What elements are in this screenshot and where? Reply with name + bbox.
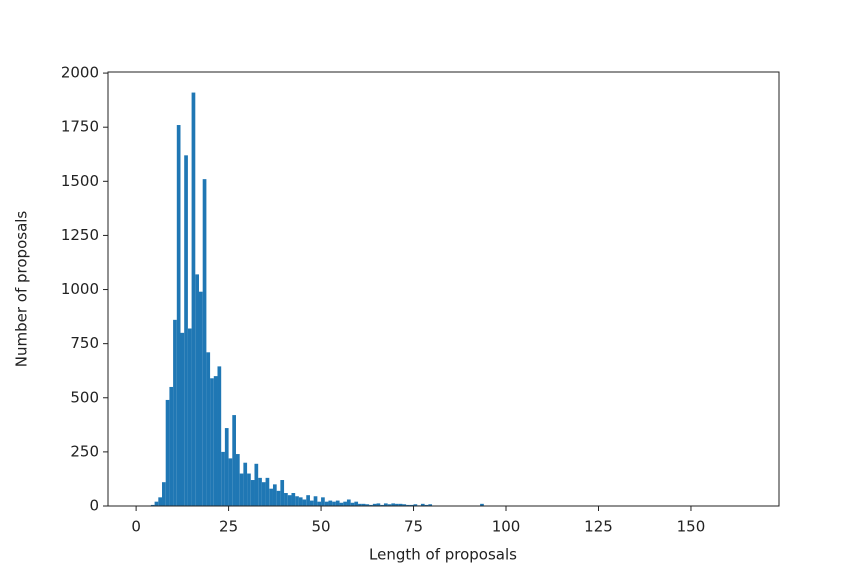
bar bbox=[180, 332, 185, 506]
bar bbox=[173, 319, 177, 506]
y-axis-label: Number of proposals bbox=[13, 211, 31, 368]
bar bbox=[217, 366, 222, 506]
bar bbox=[239, 473, 244, 506]
bar bbox=[346, 499, 351, 506]
bar bbox=[383, 503, 388, 506]
bar bbox=[198, 291, 203, 506]
bar bbox=[361, 503, 366, 506]
y-tick-label: 750 bbox=[70, 334, 99, 352]
y-tick-label: 0 bbox=[89, 497, 99, 515]
bar bbox=[280, 480, 285, 506]
bar bbox=[165, 399, 170, 506]
bar bbox=[365, 504, 370, 506]
bar bbox=[258, 477, 262, 506]
bar bbox=[169, 386, 174, 506]
bar bbox=[206, 352, 211, 506]
bar bbox=[291, 493, 296, 506]
bar bbox=[409, 504, 414, 506]
bar bbox=[224, 428, 229, 506]
bar bbox=[369, 504, 373, 506]
bar bbox=[354, 501, 359, 506]
bar bbox=[287, 495, 292, 506]
y-tick-label: 500 bbox=[70, 388, 99, 406]
x-tick-label: 150 bbox=[677, 518, 706, 536]
bar bbox=[395, 503, 399, 506]
x-tick-label: 0 bbox=[131, 518, 141, 536]
bar bbox=[321, 497, 325, 506]
bar bbox=[406, 504, 410, 506]
x-tick-label: 50 bbox=[312, 518, 331, 536]
bar bbox=[295, 496, 299, 506]
bar bbox=[317, 501, 322, 506]
y-tick-label: 1500 bbox=[61, 172, 99, 190]
bar bbox=[176, 125, 181, 507]
bar bbox=[420, 503, 425, 506]
x-axis-label: Length of proposals bbox=[369, 546, 517, 564]
bar bbox=[358, 503, 362, 506]
bar bbox=[254, 463, 259, 506]
bar bbox=[202, 179, 207, 506]
bar bbox=[309, 500, 314, 506]
bar bbox=[380, 504, 384, 506]
bar bbox=[398, 503, 403, 506]
bar bbox=[228, 458, 233, 506]
x-tick-label: 125 bbox=[584, 518, 613, 536]
bar bbox=[350, 502, 355, 506]
plot-frame bbox=[107, 71, 780, 507]
bar bbox=[306, 495, 310, 506]
bar bbox=[184, 155, 188, 506]
x-tick-label: 100 bbox=[492, 518, 521, 536]
bar bbox=[428, 504, 433, 506]
bar bbox=[302, 499, 307, 506]
bar bbox=[335, 500, 340, 506]
bar bbox=[213, 376, 218, 506]
bar bbox=[243, 462, 248, 506]
bar bbox=[328, 500, 333, 506]
bar bbox=[284, 493, 288, 506]
bar bbox=[232, 415, 236, 506]
bar bbox=[235, 454, 240, 506]
bar bbox=[261, 482, 266, 506]
bar bbox=[402, 504, 407, 506]
bar bbox=[332, 501, 336, 506]
bar bbox=[343, 501, 347, 506]
bar bbox=[391, 503, 396, 506]
y-tick-label: 2000 bbox=[61, 64, 99, 82]
bar bbox=[424, 504, 429, 506]
bar bbox=[272, 484, 277, 506]
bar bbox=[372, 503, 377, 506]
bar bbox=[247, 473, 251, 506]
bar bbox=[313, 496, 318, 506]
y-tick-label: 1000 bbox=[61, 280, 99, 298]
y-tick-label: 1250 bbox=[61, 226, 99, 244]
bar bbox=[269, 488, 273, 506]
x-tick-label: 25 bbox=[219, 518, 238, 536]
bar bbox=[376, 503, 381, 506]
bar bbox=[480, 503, 484, 506]
bar bbox=[195, 274, 199, 506]
bar bbox=[298, 497, 303, 506]
bar bbox=[276, 490, 281, 506]
bar bbox=[162, 482, 166, 506]
bar bbox=[191, 92, 196, 506]
bar bbox=[187, 328, 192, 506]
bar bbox=[210, 378, 214, 506]
y-tick-label: 1750 bbox=[61, 118, 99, 136]
bar bbox=[250, 480, 255, 506]
bar bbox=[158, 497, 163, 506]
bar bbox=[324, 501, 329, 506]
bar bbox=[221, 451, 225, 506]
bar bbox=[154, 501, 159, 506]
bar bbox=[150, 504, 155, 506]
x-tick-label: 75 bbox=[404, 518, 423, 536]
bar bbox=[265, 477, 270, 506]
y-tick-label: 250 bbox=[70, 442, 99, 460]
bar bbox=[387, 504, 392, 506]
bar bbox=[339, 502, 344, 506]
bar bbox=[413, 504, 418, 506]
